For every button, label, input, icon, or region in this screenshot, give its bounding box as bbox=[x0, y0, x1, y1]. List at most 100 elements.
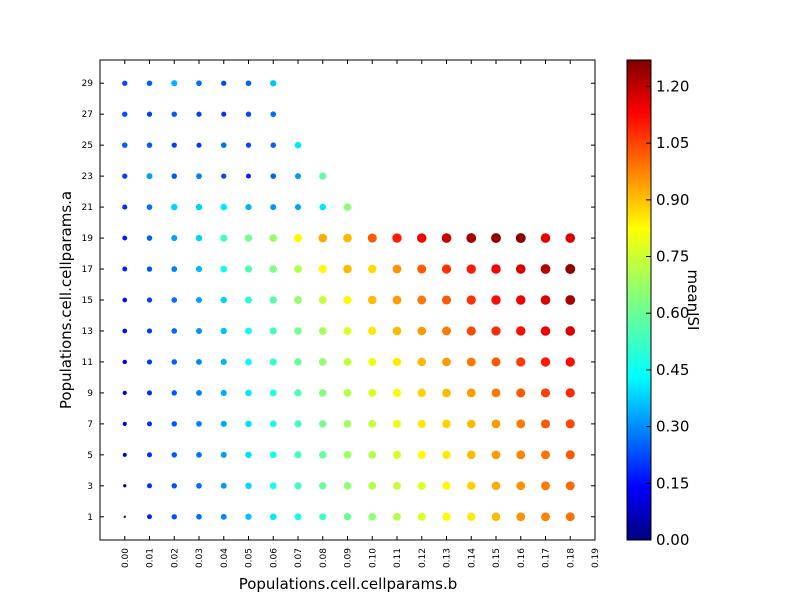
data-point bbox=[121, 142, 128, 148]
data-point bbox=[466, 295, 476, 305]
data-point bbox=[491, 481, 501, 491]
data-point bbox=[122, 111, 128, 117]
data-point bbox=[516, 419, 526, 429]
data-point bbox=[565, 419, 575, 429]
data-point bbox=[246, 173, 251, 179]
data-point bbox=[221, 173, 227, 179]
y-tick-label: 11 bbox=[82, 358, 93, 368]
data-point bbox=[196, 111, 202, 117]
data-point bbox=[540, 419, 551, 429]
data-point bbox=[245, 420, 252, 428]
data-point bbox=[393, 481, 401, 490]
data-point bbox=[392, 264, 402, 274]
data-point bbox=[195, 234, 203, 242]
data-point bbox=[196, 420, 202, 427]
data-point bbox=[221, 111, 227, 117]
data-point bbox=[515, 295, 526, 305]
colorbar-tick-label: 0.75 bbox=[656, 248, 689, 266]
x-tick-label: 0.14 bbox=[467, 548, 477, 568]
data-point bbox=[196, 452, 202, 458]
data-point bbox=[220, 420, 227, 427]
colorbar-tick-label: 1.05 bbox=[656, 134, 689, 152]
data-point bbox=[442, 388, 451, 398]
data-point bbox=[171, 80, 178, 87]
data-point bbox=[368, 326, 377, 336]
y-tick-label: 15 bbox=[82, 296, 93, 306]
data-point bbox=[245, 451, 252, 459]
data-point bbox=[417, 264, 427, 274]
data-point bbox=[245, 327, 252, 335]
y-tick-label: 19 bbox=[82, 234, 94, 244]
data-point bbox=[269, 389, 277, 397]
data-point bbox=[466, 388, 476, 398]
data-point bbox=[146, 359, 153, 365]
colorbar-tick-label: 0.90 bbox=[656, 191, 689, 209]
data-point bbox=[343, 264, 352, 274]
data-point bbox=[146, 266, 153, 272]
data-point bbox=[294, 451, 302, 459]
data-point bbox=[269, 327, 277, 335]
data-point bbox=[368, 481, 377, 490]
data-point bbox=[491, 233, 501, 244]
data-point bbox=[565, 481, 575, 491]
data-point bbox=[417, 388, 426, 398]
data-point bbox=[467, 481, 476, 491]
data-point bbox=[442, 326, 451, 336]
y-tick-label: 21 bbox=[82, 203, 93, 213]
data-point bbox=[196, 328, 202, 334]
y-tick-label: 9 bbox=[87, 389, 93, 399]
data-point bbox=[466, 233, 477, 243]
x-tick-label: 0.09 bbox=[344, 548, 354, 568]
data-point bbox=[343, 357, 352, 366]
data-point bbox=[171, 235, 178, 242]
data-point bbox=[221, 80, 227, 86]
data-point bbox=[270, 111, 277, 118]
data-point bbox=[195, 265, 203, 273]
data-point bbox=[122, 359, 127, 365]
data-point bbox=[146, 142, 153, 148]
data-point bbox=[122, 421, 127, 426]
x-axis-label: Populations.cell.cellparams.b bbox=[239, 575, 458, 593]
data-point bbox=[269, 482, 277, 490]
data-point bbox=[565, 388, 575, 398]
x-tick-label: 0.16 bbox=[517, 548, 527, 568]
data-point bbox=[491, 388, 501, 398]
data-point bbox=[319, 420, 327, 428]
data-point bbox=[220, 327, 227, 335]
data-point bbox=[245, 142, 252, 148]
data-point bbox=[442, 450, 451, 460]
data-point bbox=[392, 357, 402, 367]
data-point bbox=[146, 235, 153, 241]
data-point bbox=[565, 264, 576, 274]
x-tick-label: 0.06 bbox=[269, 548, 279, 568]
data-point bbox=[122, 80, 128, 86]
x-tick-label: 0.07 bbox=[294, 548, 304, 568]
data-point bbox=[442, 512, 451, 521]
data-point bbox=[392, 450, 402, 459]
data-point bbox=[491, 295, 501, 305]
data-point bbox=[368, 357, 377, 367]
data-point bbox=[171, 390, 177, 396]
data-point bbox=[368, 512, 377, 521]
data-point bbox=[392, 295, 402, 305]
data-point bbox=[491, 326, 501, 336]
data-point bbox=[319, 203, 327, 211]
data-point bbox=[368, 264, 377, 274]
y-tick-label: 23 bbox=[82, 172, 93, 182]
data-point bbox=[122, 235, 128, 241]
data-point bbox=[294, 420, 302, 428]
x-tick-label: 0.08 bbox=[319, 548, 329, 568]
data-point bbox=[540, 233, 551, 243]
data-point bbox=[466, 326, 476, 336]
data-point bbox=[343, 326, 352, 335]
data-point bbox=[245, 296, 252, 304]
y-tick-label: 27 bbox=[82, 110, 93, 120]
data-point bbox=[220, 513, 227, 520]
data-point bbox=[491, 450, 501, 460]
y-tick-label: 3 bbox=[87, 482, 93, 492]
data-point bbox=[171, 514, 177, 520]
data-point bbox=[294, 296, 302, 304]
data-point bbox=[417, 357, 427, 367]
data-point bbox=[171, 452, 177, 458]
data-point bbox=[442, 357, 451, 367]
